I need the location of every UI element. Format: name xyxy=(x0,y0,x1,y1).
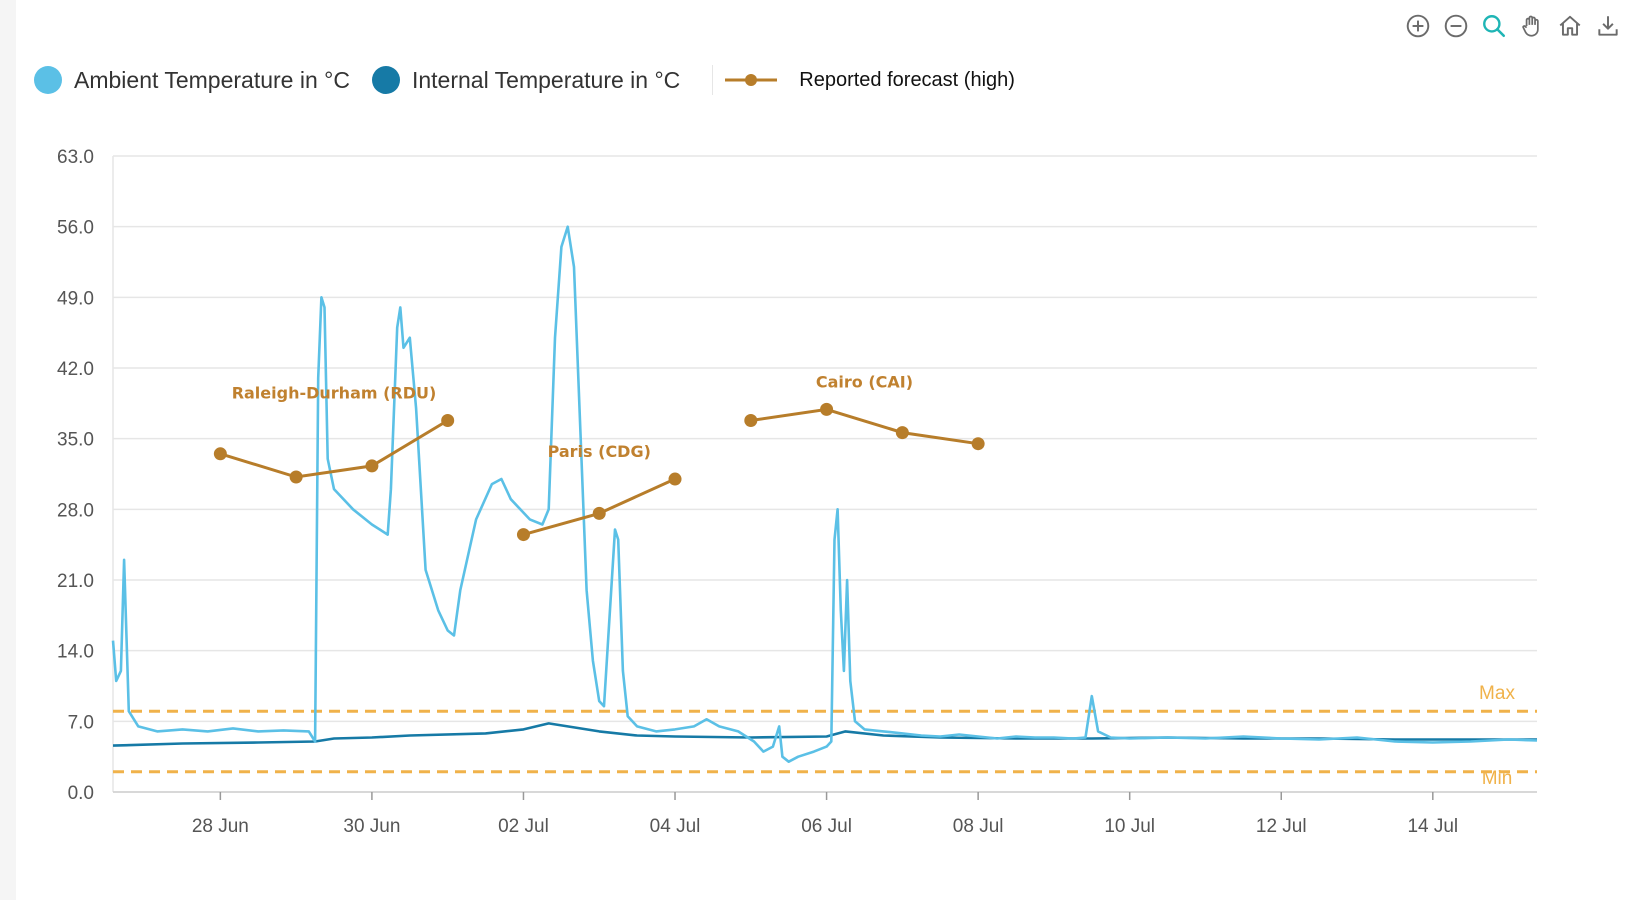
forecast-point xyxy=(213,447,227,461)
x-tick-label: 02 Jul xyxy=(498,816,549,837)
chart-panel xyxy=(16,0,1650,900)
forecast-point xyxy=(744,413,758,427)
series-lines xyxy=(111,225,1538,763)
forecast-point xyxy=(895,426,909,440)
pan-icon xyxy=(1522,15,1539,37)
forecast-point xyxy=(516,528,530,542)
ambient-temperature-line xyxy=(111,225,1538,763)
legend-item-forecast[interactable]: Reported forecast (high) xyxy=(717,69,1015,92)
y-tick-label: 35.0 xyxy=(57,430,94,451)
x-tick-label: 28 Jun xyxy=(192,816,249,837)
legend-divider xyxy=(712,65,714,95)
y-tick-label: 14.0 xyxy=(57,642,94,663)
forecast-series-marker xyxy=(725,74,778,86)
y-tick-label: 56.0 xyxy=(57,218,94,239)
x-tick-label: 06 Jul xyxy=(801,816,852,837)
x-tick-label: 14 Jul xyxy=(1407,816,1458,837)
legend-label-forecast: Reported forecast (high) xyxy=(799,68,1015,91)
forecast-line-raleigh-durham-rdu xyxy=(219,419,449,479)
zoom-out-button[interactable] xyxy=(1442,12,1470,40)
x-tick-label: 12 Jul xyxy=(1256,816,1307,837)
x-tick-label: 08 Jul xyxy=(953,816,1004,837)
y-axis-ticks: 0.0 7.0 14.0 21.0 28.0 35.0 42.0 49.0 56.0 63.0 xyxy=(57,147,94,804)
chart-legend: Ambient Temperature in °C Internal Tempe… xyxy=(34,60,1037,100)
x-tick-label: 10 Jul xyxy=(1104,816,1155,837)
threshold-label-max: Max xyxy=(1479,683,1515,704)
x-tick-label: 30 Jun xyxy=(343,816,400,837)
y-tick-label: 49.0 xyxy=(57,288,94,309)
forecast-series: Raleigh-Durham (RDU) Paris (CDG) Cairo (CA… xyxy=(213,372,985,542)
forecast-point xyxy=(820,402,834,416)
legend-item-ambient[interactable]: Ambient Temperature in °C xyxy=(34,66,350,94)
internal-temperature-line xyxy=(112,722,1537,747)
forecast-point xyxy=(668,472,682,486)
gridlines xyxy=(112,155,1537,793)
y-tick-label: 7.0 xyxy=(68,712,94,733)
threshold-lines: Max Min xyxy=(113,683,1537,789)
y-tick-label: 21.0 xyxy=(57,571,94,592)
forecast-point xyxy=(365,459,379,473)
forecast-point xyxy=(592,506,606,520)
zoom-select-icon xyxy=(1483,15,1506,38)
forecast-point xyxy=(971,437,985,451)
x-axis-ticks: 28 Jun 30 Jun 02 Jul 04 Jul 06 Jul 08 Jul 10 J… xyxy=(192,792,1458,837)
download-button[interactable] xyxy=(1594,12,1622,40)
reset-home-button[interactable] xyxy=(1556,12,1584,40)
forecast-label-paris-cdg: Paris (CDG) xyxy=(548,442,651,461)
y-tick-label: 63.0 xyxy=(57,147,94,168)
forecast-label-raleigh-durham-rdu: Raleigh-Durham (RDU) xyxy=(232,383,437,402)
zoom-select-button[interactable] xyxy=(1480,12,1508,40)
reset-home-icon xyxy=(1559,15,1581,36)
x-tick-label: 04 Jul xyxy=(650,816,701,837)
forecast-line-cairo-cai xyxy=(750,407,979,446)
y-tick-label: 28.0 xyxy=(57,500,94,521)
forecast-point xyxy=(441,413,455,427)
zoom-out-icon xyxy=(1444,14,1468,38)
threshold-label-min: Min xyxy=(1482,768,1513,789)
forecast-line-paris-cdg xyxy=(523,477,676,537)
forecast-point xyxy=(289,470,303,484)
ambient-series-marker xyxy=(34,66,62,94)
y-tick-label: 0.0 xyxy=(68,783,94,804)
zoom-in-button[interactable] xyxy=(1404,12,1432,40)
zoom-in-icon xyxy=(1406,14,1430,38)
pan-button[interactable] xyxy=(1518,12,1546,40)
y-tick-label: 42.0 xyxy=(57,359,94,380)
forecast-label-cairo-cai: Cairo (CAI) xyxy=(816,372,913,391)
internal-series-marker xyxy=(371,66,400,94)
legend-label-ambient: Ambient Temperature in °C xyxy=(74,66,350,93)
chart-toolbar xyxy=(1404,12,1622,40)
download-icon xyxy=(1598,16,1618,36)
legend-item-internal[interactable]: Internal Temperature in °C xyxy=(371,66,681,94)
legend-label-internal: Internal Temperature in °C xyxy=(411,66,681,93)
